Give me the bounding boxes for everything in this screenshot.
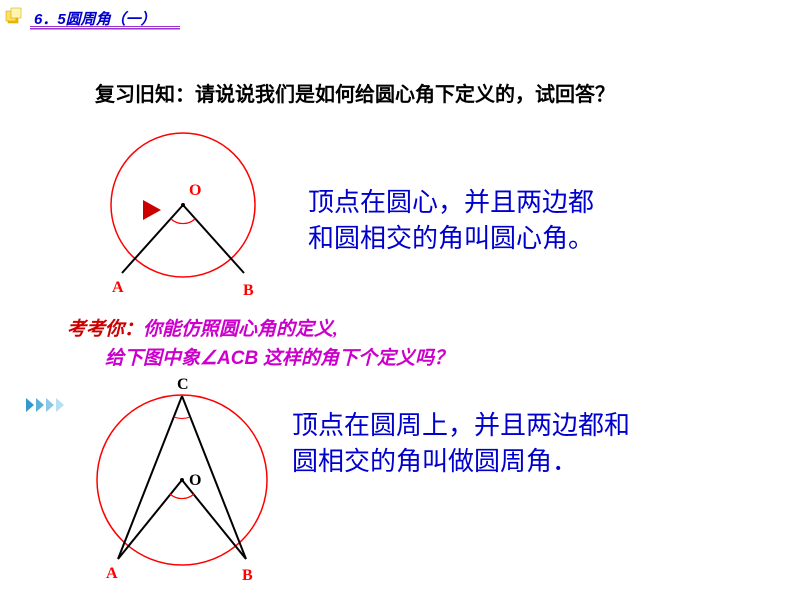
header-underline: [30, 26, 180, 27]
q2-angle: ∠ACB: [200, 348, 258, 369]
arrows-icon: [24, 394, 74, 421]
label-b2: B: [242, 567, 253, 584]
label-c2: C: [177, 376, 189, 393]
label-b: B: [243, 282, 254, 299]
answer2-line1: 顶点在圆周上，并且两边都和: [292, 411, 630, 440]
q2-prefix: 考考你：: [67, 319, 143, 340]
q2-line1: 你能仿照圆心角的定义,: [143, 319, 338, 340]
inscribed-angle-diagram: C O A B: [82, 375, 282, 590]
answer1-line1: 顶点在圆心，并且两边都: [308, 188, 594, 217]
central-angle-diagram: O A B: [95, 125, 275, 305]
label-o2: O: [189, 472, 201, 489]
inscribed-angle-definition: 顶点在圆周上，并且两边都和 圆相交的角叫做圆周角．: [292, 408, 630, 481]
q2-line2a: 给下图中象: [105, 348, 200, 369]
review-question: 复习旧知：请说说我们是如何给圆心角下定义的，试回答？: [95, 78, 615, 107]
q2-line2b: 这样的角下个定义吗？: [258, 348, 453, 369]
answer1-line2: 和圆相交的角叫圆心角。: [308, 224, 594, 253]
label-a: A: [112, 279, 124, 296]
label-a2: A: [106, 565, 118, 582]
label-o: O: [189, 182, 201, 199]
challenge-question: 考考你：你能仿照圆心角的定义, 给下图中象∠ACB 这样的角下个定义吗？: [67, 316, 453, 373]
answer2-line2: 圆相交的角叫做圆周角．: [292, 447, 578, 476]
central-angle-definition: 顶点在圆心，并且两边都 和圆相交的角叫圆心角。: [308, 185, 594, 258]
header-underline2: [30, 28, 180, 30]
header-cube-icon: [4, 5, 26, 32]
